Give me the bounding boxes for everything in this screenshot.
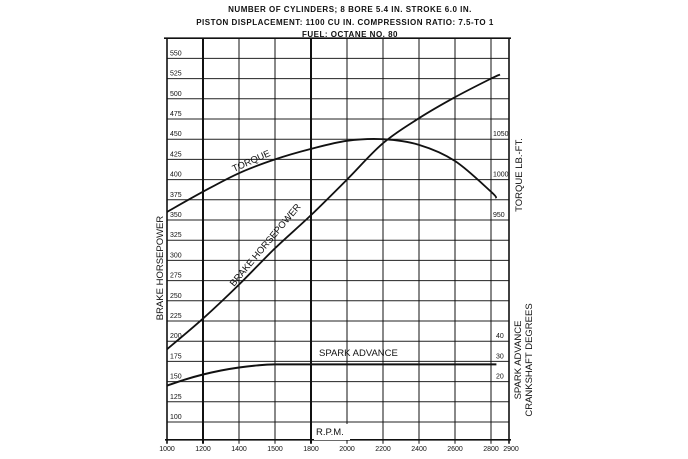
x-tick-label: 1400	[231, 446, 247, 453]
y-left-tick-label: 525	[170, 71, 182, 78]
x-tick-label: 1200	[195, 446, 211, 453]
header-line-2: PISTON DISPLACEMENT: 1100 CU IN. COMPRES…	[196, 18, 494, 27]
chart-header: NUMBER OF CYLINDERS; 8 BORE 5.4 IN. STRO…	[196, 5, 494, 39]
x-tick-label: 2600	[447, 446, 463, 453]
y-left-tick-label: 425	[170, 151, 182, 158]
grid	[164, 37, 511, 444]
y-axis-title-spark-line-2: CRANKSHAFT DEGREES	[524, 303, 535, 416]
y-left-tick-label: 350	[170, 212, 182, 219]
torque-curve-label: TORQUE	[231, 148, 272, 175]
y-left-tick-label: 500	[170, 91, 182, 98]
curves	[166, 73, 501, 387]
y-left-tick-label: 225	[170, 313, 182, 320]
y-axis-title-left: BRAKE HORSEPOWER	[155, 216, 166, 321]
y-left-tick-label: 275	[170, 273, 182, 280]
x-tick-label: 1800	[303, 446, 319, 453]
x-tick-label: 1000	[159, 446, 175, 453]
x-tick-label: 2900	[503, 446, 519, 453]
y-axis-title-torque: TORQUE LB.-FT.	[514, 138, 525, 212]
spark-advance-curve	[166, 363, 497, 387]
x-tick-label: 2200	[375, 446, 391, 453]
torque-tick-label: 1000	[493, 172, 509, 179]
y-left-tick-label: 450	[170, 131, 182, 138]
spark-curve-label: SPARK ADVANCE	[319, 348, 398, 359]
spark-tick-label: 30	[496, 353, 504, 360]
x-tick-label: 2400	[411, 446, 427, 453]
y-left-tick-label: 125	[170, 394, 182, 401]
spark-tick-label: 20	[496, 374, 504, 381]
spark-tick-label: 40	[496, 333, 504, 340]
torque-tick-label: 1050	[493, 131, 509, 138]
y-left-tick-label: 475	[170, 111, 182, 118]
y-left-tick-label: 200	[170, 333, 182, 340]
x-tick-label: 2000	[339, 446, 355, 453]
y-left-tick-label: 250	[170, 293, 182, 300]
y-left-tick-label: 150	[170, 374, 182, 381]
brake-horsepower-curve	[166, 73, 501, 350]
x-axis-title-bg	[314, 424, 350, 440]
y-left-tick-label: 325	[170, 232, 182, 239]
torque-tick-label: 950	[493, 212, 505, 219]
y-left-tick-label: 300	[170, 252, 182, 259]
x-tick-label: 2800	[483, 446, 499, 453]
header-line-3: FUEL: OCTANE NO. 80	[302, 30, 398, 39]
x-axis-title: R.P.M.	[316, 427, 344, 438]
y-axis-title-spark-line-1: SPARK ADVANCE	[513, 321, 524, 400]
y-left-tick-label: 100	[170, 414, 182, 421]
tick-labels: 1000 1200 1400 1500 1800 2000 2200 2400 2600 2800…	[159, 50, 519, 453]
torque-curve	[166, 138, 498, 213]
y-left-tick-label: 400	[170, 172, 182, 179]
y-left-tick-label: 550	[170, 50, 182, 57]
y-left-tick-label: 375	[170, 192, 182, 199]
y-left-tick-label: 175	[170, 353, 182, 360]
x-tick-label: 1500	[267, 446, 283, 453]
header-line-1: NUMBER OF CYLINDERS; 8 BORE 5.4 IN. STRO…	[228, 5, 472, 14]
